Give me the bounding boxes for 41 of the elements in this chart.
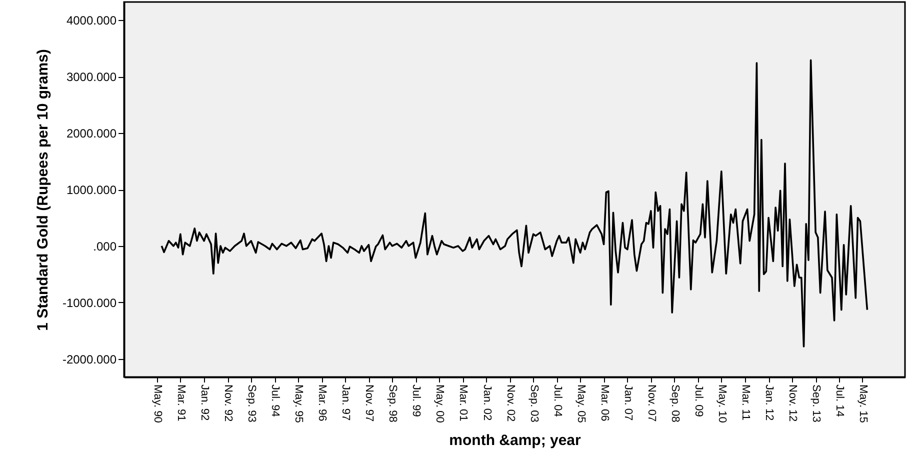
y-tick-label: 4000.000 xyxy=(66,14,117,28)
x-tick-label: Jan. 97 xyxy=(340,384,352,421)
x-tick-label: May. 05 xyxy=(574,384,587,423)
x-tick-label: Jul. 14 xyxy=(834,384,846,417)
x-tick-label: May. 90 xyxy=(151,384,164,423)
x-tick-label: Sep. 08 xyxy=(668,384,681,422)
x-tick-label: Mar. 11 xyxy=(739,384,752,420)
y-tick-label: 2000.000 xyxy=(66,126,117,141)
x-tick-label: Sep. 03 xyxy=(528,384,540,422)
x-tick-label: May. 15 xyxy=(857,384,869,423)
x-tick-label: Jul. 99 xyxy=(410,384,422,417)
y-tick-label: 1000.000 xyxy=(66,183,117,197)
x-tick-label: Jul. 94 xyxy=(269,384,282,417)
x-tick-label: Jul. 09 xyxy=(692,384,704,417)
x-tick-label: Jan. 92 xyxy=(198,384,211,421)
x-tick-label: Jan. 02 xyxy=(480,384,493,421)
x-tick-label: Nov. 92 xyxy=(222,384,234,422)
y-tick-label: -2000.000 xyxy=(62,352,117,366)
x-tick-label: Nov. 12 xyxy=(786,384,799,422)
x-tick-label: Mar. 91 xyxy=(174,384,187,422)
y-axis-title: 1 Standard Gold (Rupees per 10 grams) xyxy=(34,49,52,331)
x-tick-label: Mar. 06 xyxy=(598,384,610,422)
x-tick-label: Sep. 13 xyxy=(810,384,822,422)
x-tick-label: Sep. 98 xyxy=(386,384,399,422)
y-tick-label: .000 xyxy=(93,239,117,254)
x-axis-title: month &amp; year xyxy=(449,432,581,449)
x-tick-label: Nov. 97 xyxy=(363,384,376,422)
y-tick-label: 3000.000 xyxy=(66,70,117,84)
x-tick-label: Jan. 12 xyxy=(763,384,776,421)
x-tick-label: Sep. 93 xyxy=(246,384,258,422)
x-tick-label: Nov. 02 xyxy=(504,384,516,422)
x-tick-label: May. 95 xyxy=(292,384,305,423)
x-tick-label: Jan. 07 xyxy=(622,384,634,421)
y-tick-label: -1000.000 xyxy=(62,296,117,310)
x-tick-label: May. 00 xyxy=(434,384,446,423)
x-tick-label: Mar. 96 xyxy=(316,384,328,422)
x-tick-label: May. 10 xyxy=(716,384,728,423)
x-tick-label: Jul. 04 xyxy=(551,384,564,417)
x-tick-label: Nov. 07 xyxy=(645,384,658,422)
x-tick-label: Mar. 01 xyxy=(457,384,470,422)
line-series xyxy=(160,59,868,348)
